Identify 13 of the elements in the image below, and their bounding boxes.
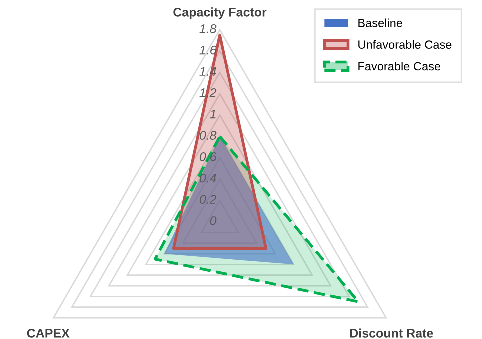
y-tick-label: 1.8 (200, 24, 217, 34)
y-tick-label: 0 (210, 216, 217, 226)
y-tick-label: 1 (210, 110, 216, 119)
legend-label: Favorable Case (358, 62, 441, 71)
spoke-label: CAPEX (27, 329, 70, 338)
y-tick-label: 0.8 (200, 131, 217, 140)
legend-label: Unfavorable Case (358, 40, 452, 50)
y-tick-label: 0.6 (200, 152, 217, 162)
y-tick-label: 0.4 (200, 174, 216, 183)
legend-label: Baseline (358, 18, 402, 28)
y-tick-label: 0.2 (200, 195, 217, 204)
spoke-label: Capacity Factor (174, 8, 267, 20)
spoke-label: Discount Rate (350, 328, 434, 338)
